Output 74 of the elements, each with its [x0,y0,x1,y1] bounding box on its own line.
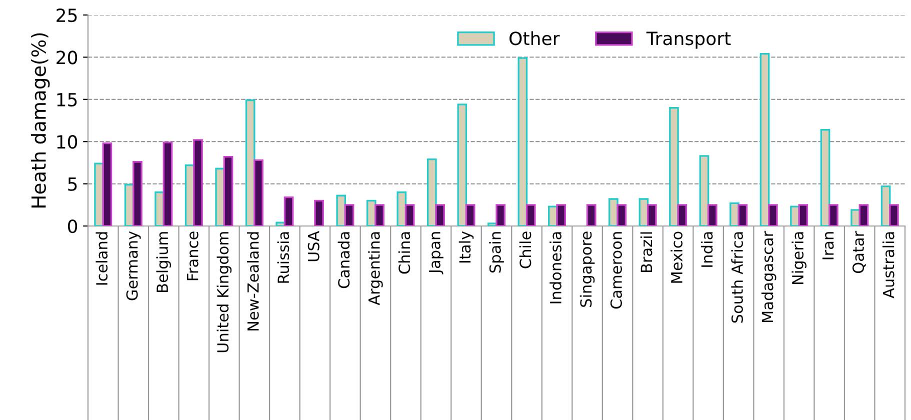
x-tick-label: Madagascar [761,230,776,322]
bar [738,204,748,226]
x-tick-label: Cameroon [610,232,622,309]
y-tick-label: 20 [56,50,78,64]
x-tick-label: USA [308,230,320,262]
bar [518,57,528,226]
bar [496,204,506,226]
y-tick-label: 5 [68,177,77,191]
x-tick-label: China [398,232,410,274]
y-axis-title: Heath damage(%) [30,33,50,208]
bar [284,196,294,226]
bar [768,204,778,226]
bar [344,204,354,226]
x-tick-label: Mexico [670,232,682,283]
y-tick-label: 0 [68,219,78,234]
bar [102,142,112,226]
x-tick-label: Germany [126,231,141,300]
y-tick-label: 25 [56,8,77,22]
x-tick-label: Brazil [640,232,652,272]
x-tick-label: Singapore [580,232,595,307]
x-tick-label: United Kingdom [216,232,232,352]
bar [707,204,718,226]
x-tick-label: Japan [429,232,444,274]
bar [336,194,346,226]
x-tick-label: Chile [519,232,532,268]
bar [223,156,234,226]
bar [374,204,384,226]
bar [677,204,688,226]
x-tick-label: Iceland [96,232,108,285]
x-tick-label: Australia [882,232,894,298]
bar [435,204,445,226]
bar [616,204,627,226]
y-tick-label: 10 [57,135,78,149]
x-tick-label: New-Zealand [247,232,259,330]
bar [396,191,407,226]
bar [162,142,173,226]
bar [646,204,657,226]
x-tick-label: Iran [822,232,834,260]
bar [245,99,256,226]
x-tick-label: Canada [338,232,350,288]
x-tick-label: France [186,232,198,280]
bar [457,104,468,226]
bar [314,200,324,226]
bar [132,161,142,226]
bar [669,107,679,226]
bar [858,204,869,226]
bar [487,222,498,226]
bar [193,139,203,226]
x-tick-label: Indonesia [550,232,562,304]
bar [820,128,830,226]
bar [760,52,770,226]
x-tick-label: Spain [489,232,504,273]
legend-label: Transport [646,32,731,49]
x-tick-label: Italy [458,231,474,263]
x-tick-label: Argentina [368,232,383,306]
bar [426,158,437,226]
bar [889,204,899,226]
x-tick-label: India [700,232,713,267]
bar [586,204,596,226]
x-tick-label: Ruissia [277,232,290,283]
bar [556,204,566,226]
bar [828,204,838,226]
bar [798,204,808,226]
bar [465,204,476,226]
x-tick-label: Qatar [852,230,866,274]
y-tick-label: 15 [57,93,77,107]
legend-label: Other [510,31,560,46]
bar [526,204,536,226]
x-tick-label: Nigeria [792,232,806,284]
x-tick-label: Belgium [156,232,172,292]
bar [404,204,415,226]
x-tick-label: South Africa [731,232,744,323]
bar [699,155,710,226]
bar [254,159,264,226]
